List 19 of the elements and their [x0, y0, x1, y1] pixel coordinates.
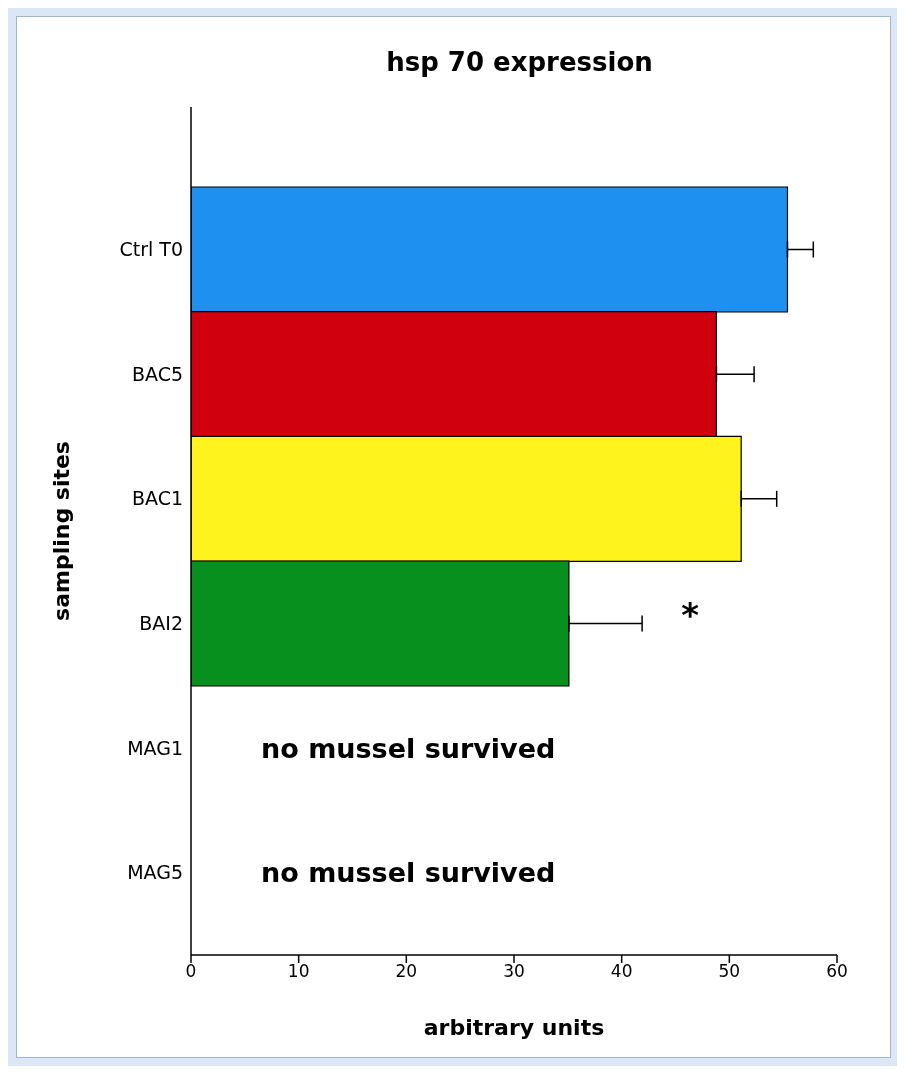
x-tick-label: 0: [185, 961, 197, 982]
x-tick-label: 30: [503, 961, 525, 982]
annotation: no mussel survived: [261, 857, 556, 889]
y-axis-title: sampling sites: [48, 441, 74, 621]
x-tick-label: 40: [610, 961, 633, 982]
annotation: no mussel survived: [261, 732, 556, 764]
y-tick-label: MAG5: [127, 861, 183, 884]
chart-title: hsp 70 expression: [385, 46, 654, 79]
y-tick-label: BAC5: [131, 362, 183, 385]
x-tick-label: 10: [287, 961, 310, 982]
y-tick-label: BAC1: [131, 487, 183, 510]
x-tick-label: 60: [826, 961, 848, 982]
x-tick-label: 20: [395, 961, 418, 982]
x-tick-label: 50: [718, 961, 741, 982]
y-tick-label: Ctrl T0: [119, 238, 183, 261]
y-tick-label: BAI2: [139, 612, 183, 635]
x-axis-title: arbitrary units: [423, 1015, 605, 1040]
annotation: *: [681, 595, 700, 636]
y-tick-label: MAG1: [127, 736, 183, 759]
